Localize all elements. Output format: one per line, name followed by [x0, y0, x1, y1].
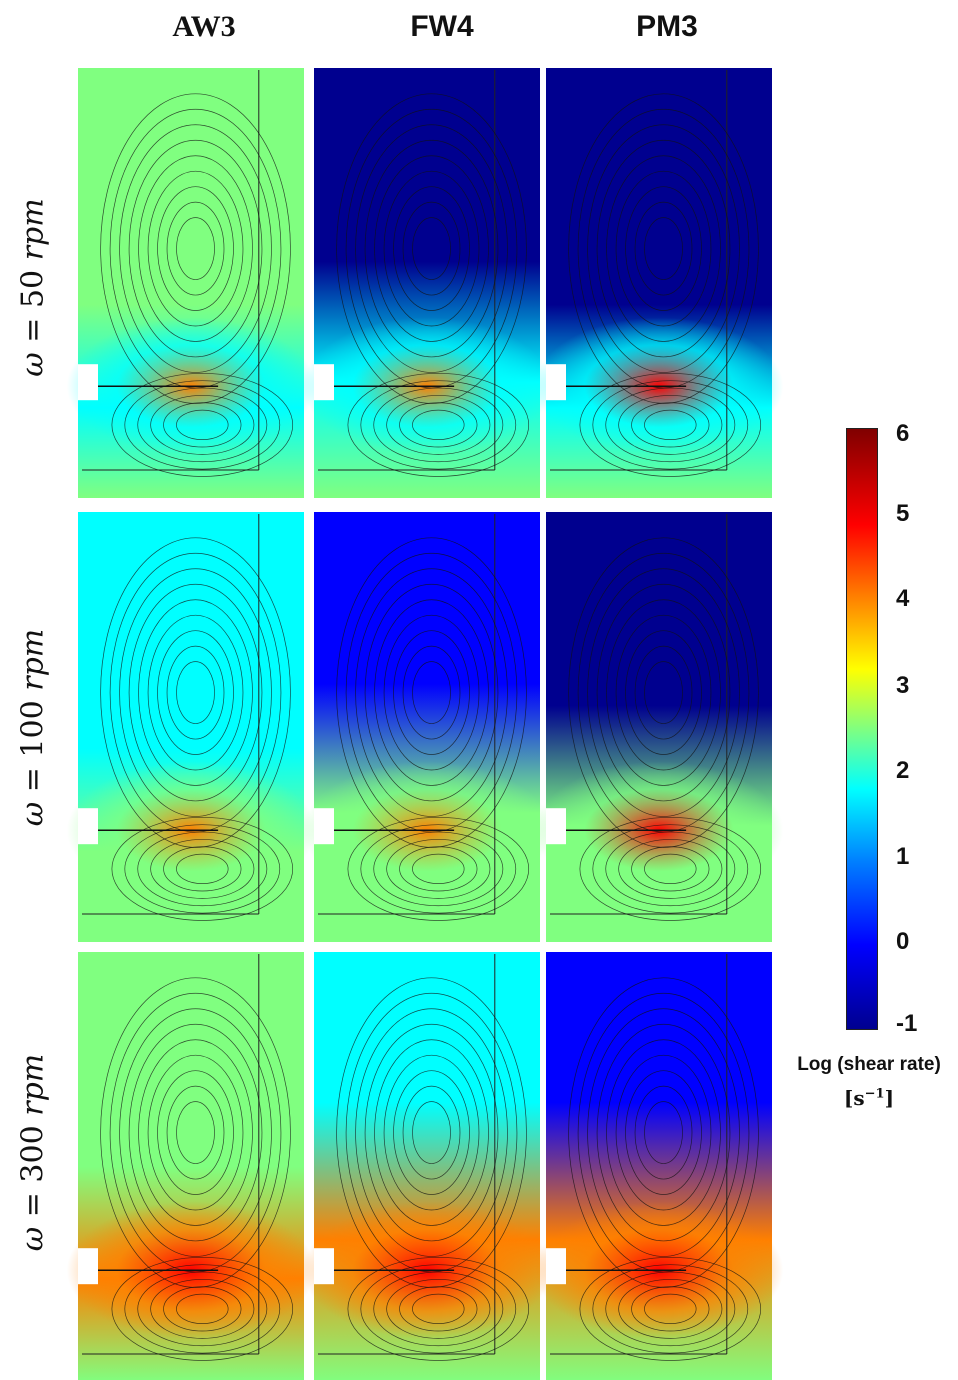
panel-pm3-300rpm	[534, 952, 784, 1380]
colorbar	[846, 428, 878, 1030]
colorbar-tick-1: 1	[896, 843, 910, 870]
panel-fw4-50rpm	[302, 68, 552, 498]
panel-pm3-100rpm	[534, 512, 784, 942]
panel-pm3-50rpm	[534, 68, 784, 498]
column-title-fw4: FW4	[410, 10, 474, 43]
colorbar-unit: [s−1]	[843, 1086, 895, 1110]
colorbar-tick-3: 3	[896, 672, 910, 699]
colorbar-tick-4: 4	[896, 585, 910, 612]
colorbar-tick-6: 6	[896, 420, 910, 447]
panel-aw3-300rpm	[66, 952, 316, 1380]
panel-aw3-100rpm	[66, 512, 316, 942]
panel-aw3-50rpm	[66, 68, 316, 498]
panel-fw4-300rpm	[302, 952, 552, 1380]
colorbar-title: Log (shear rate)	[797, 1054, 941, 1075]
colorbar-tick-neg1: -1	[896, 1010, 918, 1037]
panel-fw4-100rpm	[302, 512, 552, 942]
column-title-pm3: PM3	[636, 10, 698, 43]
colorbar-tick-5: 5	[896, 500, 910, 527]
column-title-aw3: AW3	[172, 10, 236, 43]
colorbar-tick-0: 0	[896, 928, 910, 955]
colorbar-tick-2: 2	[896, 757, 910, 784]
